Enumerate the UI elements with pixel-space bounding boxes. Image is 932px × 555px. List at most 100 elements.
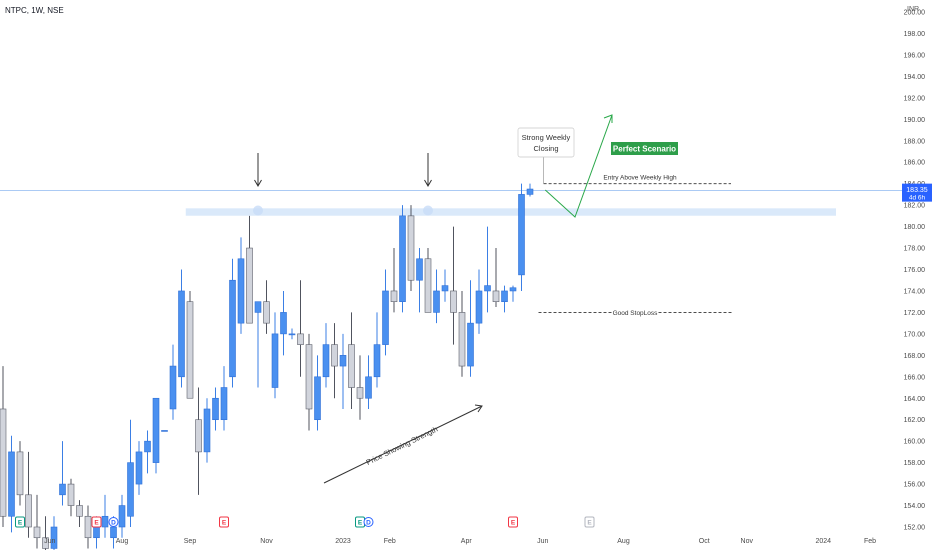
candle[interactable] (305, 333, 313, 431)
down-arrow (424, 153, 432, 187)
candle[interactable] (67, 478, 75, 517)
earnings-icon[interactable] (508, 516, 518, 528)
earnings-marker[interactable]: E (355, 516, 365, 528)
x-tick-label: Oct (699, 538, 710, 545)
candle[interactable] (339, 333, 347, 409)
candle[interactable] (526, 183, 534, 197)
y-tick-label: 188.00 (904, 138, 926, 145)
candle[interactable] (76, 500, 83, 527)
candle[interactable] (25, 451, 32, 538)
candle[interactable] (450, 226, 457, 345)
y-tick-label: 194.00 (904, 74, 926, 81)
candle[interactable] (280, 290, 287, 356)
candle[interactable] (399, 205, 406, 313)
candle[interactable] (59, 441, 66, 506)
candle[interactable] (365, 355, 372, 409)
candle[interactable] (467, 280, 474, 377)
candle[interactable] (118, 494, 126, 538)
candle[interactable] (314, 355, 321, 431)
candle-body (501, 290, 508, 302)
candle[interactable] (271, 312, 279, 399)
candle[interactable] (237, 237, 245, 334)
candle[interactable] (288, 328, 296, 340)
candle[interactable] (203, 398, 211, 463)
candle[interactable] (152, 397, 160, 474)
candle[interactable] (195, 387, 202, 495)
candle-body (416, 258, 423, 281)
candle[interactable] (212, 387, 219, 431)
candle[interactable] (84, 505, 92, 549)
candle[interactable] (407, 205, 415, 291)
y-tick-label: 196.00 (904, 52, 926, 59)
candle[interactable] (390, 248, 398, 313)
earnings-marker[interactable]: E (91, 516, 102, 528)
candle[interactable] (16, 441, 24, 506)
candle-body (25, 494, 32, 528)
candle[interactable] (373, 312, 381, 388)
candle[interactable] (229, 258, 236, 388)
candle-body (67, 483, 75, 506)
candle[interactable] (484, 226, 491, 313)
candle[interactable] (0, 366, 7, 527)
earnings-icon[interactable] (91, 516, 102, 528)
candle[interactable] (416, 248, 423, 313)
candle-body (110, 526, 117, 539)
candle[interactable] (509, 285, 517, 302)
candle[interactable] (186, 290, 194, 399)
earnings-icon[interactable] (219, 516, 229, 528)
candle[interactable] (492, 248, 500, 308)
down-arrow-head (424, 179, 432, 187)
candle[interactable] (33, 494, 41, 549)
earnings-marker[interactable]: E (15, 516, 25, 528)
earnings-marker[interactable]: E (508, 516, 518, 528)
candle[interactable] (518, 183, 525, 291)
candle-body (348, 344, 355, 388)
x-tick-label: Nov (260, 538, 273, 545)
earnings-marker[interactable]: E (584, 516, 595, 528)
candle[interactable] (246, 215, 253, 324)
dividend-marker[interactable]: D (363, 517, 374, 527)
candle[interactable] (348, 312, 355, 409)
earnings-icon[interactable] (15, 516, 25, 528)
candle-body (441, 285, 449, 292)
candle[interactable] (220, 366, 228, 431)
candle[interactable] (322, 323, 330, 388)
candle[interactable] (263, 280, 270, 334)
candle-body (484, 285, 491, 292)
candle[interactable] (135, 441, 143, 495)
price-badge-bg (902, 183, 932, 202)
candle[interactable] (169, 344, 177, 420)
candle[interactable] (8, 435, 15, 533)
candle[interactable] (42, 516, 49, 555)
x-tick-label: 2024 (815, 538, 831, 545)
candle[interactable] (101, 494, 109, 538)
candle[interactable] (254, 301, 262, 388)
candle[interactable] (458, 290, 466, 377)
candle-body (263, 301, 270, 324)
earnings-marker[interactable]: E (219, 516, 229, 528)
candle[interactable] (178, 269, 185, 388)
candle-body (331, 344, 338, 367)
candle[interactable] (161, 430, 168, 432)
candle[interactable] (297, 280, 304, 377)
candle[interactable] (356, 355, 364, 420)
candle[interactable] (382, 269, 389, 356)
candle[interactable] (127, 419, 134, 527)
earnings-icon[interactable] (584, 516, 595, 528)
y-tick-label: 158.00 (904, 460, 926, 467)
price-badge-countdown: 4d 6h (909, 195, 926, 202)
dividend-icon[interactable] (363, 517, 374, 527)
dividend-marker[interactable]: D (108, 517, 119, 527)
candle[interactable] (331, 323, 338, 399)
candle[interactable] (433, 269, 440, 324)
event-label: E (511, 520, 516, 527)
candle[interactable] (424, 248, 432, 313)
candle[interactable] (475, 269, 483, 334)
entry-label: Entry Above Weekly High (603, 175, 677, 182)
candle[interactable] (144, 430, 151, 474)
candle[interactable] (501, 285, 508, 313)
dividend-icon[interactable] (108, 517, 119, 527)
candle[interactable] (441, 269, 449, 302)
